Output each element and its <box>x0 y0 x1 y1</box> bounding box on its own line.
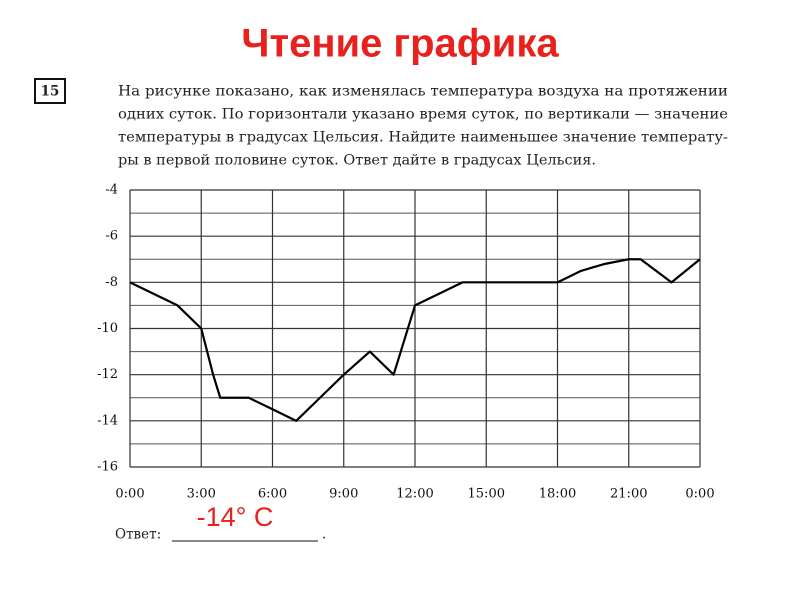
problem-line: На рисунке показано, как изменялась темп… <box>118 84 728 100</box>
problem-number-box <box>34 78 66 104</box>
x-tick-label: 0:00 <box>685 487 714 502</box>
problem-text: На рисунке показано, как изменялась темп… <box>118 84 728 169</box>
y-tick-label: -12 <box>97 367 118 382</box>
answer-value: -14° C <box>197 502 274 532</box>
problem-line: температуры в градусах Цельсия. Найдите … <box>118 130 728 146</box>
y-tick-label: -6 <box>105 229 118 244</box>
y-tick-label: -8 <box>105 275 118 290</box>
answer-label: Ответ: <box>115 527 161 543</box>
x-tick-label: 18:00 <box>539 487 576 502</box>
y-tick-label: -10 <box>97 321 118 336</box>
y-tick-label: -4 <box>105 183 118 198</box>
x-tick-label: 15:00 <box>468 487 505 502</box>
x-tick-label: 0:00 <box>115 487 144 502</box>
x-tick-label: 6:00 <box>258 487 287 502</box>
problem-line: одних суток. По горизонтали указано врем… <box>118 107 728 123</box>
x-tick-label: 12:00 <box>396 487 433 502</box>
x-tick-label: 21:00 <box>610 487 647 502</box>
answer-suffix: . <box>322 527 326 543</box>
problem-line: ры в первой половине суток. Ответ дайте … <box>118 153 596 169</box>
y-tick-label: -14 <box>97 413 118 428</box>
x-tick-label: 3:00 <box>187 487 216 502</box>
temperature-line <box>129 258 701 422</box>
chart: -4 -6 -8 -10 -12 -14 -16 0:00 3:00 6:00 9:00 12:00 1… <box>97 183 715 502</box>
y-tick-label: -16 <box>97 460 118 475</box>
slide-title: Чтение графика <box>241 22 559 66</box>
x-tick-label: 9:00 <box>329 487 358 502</box>
problem-number: 15 <box>41 84 60 100</box>
